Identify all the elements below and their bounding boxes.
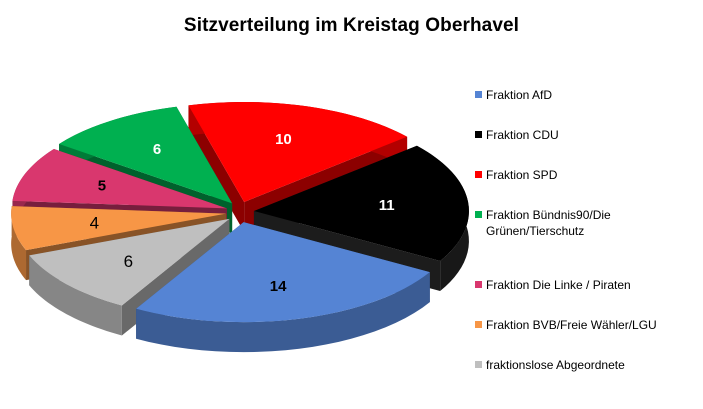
pie-data-label: 4 bbox=[90, 213, 99, 232]
pie-slice-side bbox=[29, 255, 122, 336]
legend-label: Fraktion Bündnis90/Die Grünen/Tierschutz bbox=[486, 208, 611, 238]
legend-swatch bbox=[475, 281, 482, 288]
legend-swatch bbox=[475, 321, 482, 328]
pie-slice bbox=[253, 145, 469, 262]
pie-data-labels: 14 11 10 6 5 4 6 bbox=[90, 131, 395, 295]
legend-label: Fraktion CDU bbox=[486, 128, 559, 142]
pie-slice-side bbox=[136, 272, 430, 353]
legend-swatch bbox=[475, 91, 482, 98]
legend-label: Fraktion BVB/Freie Wähler/LGU bbox=[486, 318, 657, 332]
pie-data-label: 10 bbox=[275, 131, 292, 148]
pie-data-label: 11 bbox=[379, 197, 395, 214]
pie-slice bbox=[12, 148, 227, 209]
pie-data-label: 6 bbox=[153, 141, 161, 158]
legend-swatch bbox=[475, 131, 482, 138]
pie-data-label: 14 bbox=[270, 278, 287, 295]
pie-slice bbox=[136, 222, 430, 323]
pie-slice bbox=[59, 106, 233, 204]
pie-slice bbox=[11, 206, 227, 251]
legend-label: Fraktion Die Linke / Piraten bbox=[486, 278, 631, 292]
legend-swatch bbox=[475, 211, 482, 218]
legend-label: Fraktion SPD bbox=[486, 168, 558, 182]
chart-title: Sitzverteilung im Kreistag Oberhavel bbox=[183, 15, 520, 36]
pie-tops bbox=[11, 101, 469, 323]
pie-data-label: 5 bbox=[98, 177, 106, 194]
pie-slice bbox=[188, 101, 408, 202]
legend-swatch bbox=[475, 171, 482, 178]
legend-swatch bbox=[475, 361, 482, 368]
legend-label: fraktionslose Abgeordnete bbox=[486, 358, 625, 372]
legend-label: Fraktion AfD bbox=[486, 88, 553, 102]
pie-slice bbox=[29, 218, 230, 306]
pie-data-label: 6 bbox=[124, 252, 133, 271]
pie-slice-side bbox=[11, 206, 27, 281]
